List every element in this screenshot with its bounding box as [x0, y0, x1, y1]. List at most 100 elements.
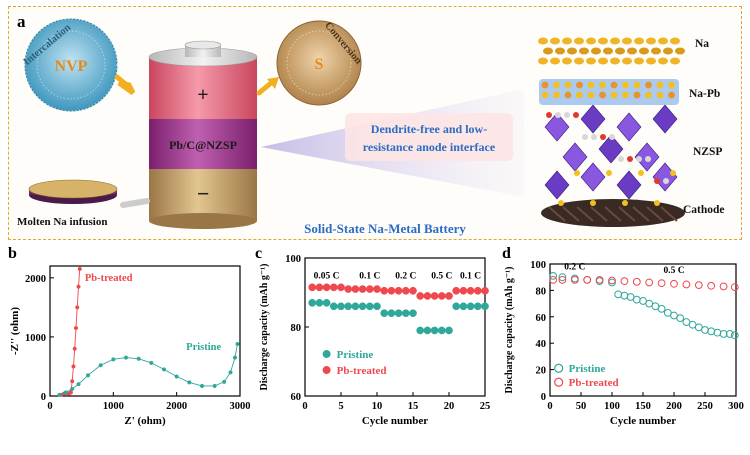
data-point: [380, 286, 389, 295]
y-axis-label: -Z'' (ohm): [9, 307, 21, 355]
nvp-label: NVP: [55, 58, 88, 75]
x-tick-label: 5: [338, 401, 343, 412]
data-point: [70, 386, 75, 391]
napb-atom: [645, 81, 652, 89]
na-atom: [675, 47, 685, 55]
y-tick-label: 0: [41, 392, 46, 403]
na-atom: [591, 47, 601, 55]
data-point: [570, 275, 579, 284]
data-point: [676, 314, 685, 323]
data-point: [228, 370, 233, 375]
nzsp-atom: [564, 112, 570, 118]
data-point: [416, 292, 425, 300]
x-tick-label: 10: [372, 401, 383, 412]
data-point: [452, 302, 461, 311]
cycling-chart: d 0 50 100 150 200 250 300 0 20 40 60 80 100 Cycle num…: [502, 245, 744, 427]
nzsp-atom: [654, 178, 660, 184]
x-tick-label: 200: [666, 401, 682, 412]
positive-sign: +: [197, 84, 208, 106]
electrolyte-label: Pb/C@NZSP: [169, 138, 237, 152]
na-ion: [638, 170, 644, 176]
data-point: [174, 374, 179, 379]
x-tick-label: 0: [547, 401, 552, 412]
data-point: [632, 295, 641, 304]
na-ion: [606, 170, 612, 176]
na-atom: [663, 47, 673, 55]
nzsp-atom: [546, 112, 552, 118]
na-atom: [538, 37, 548, 45]
data-point: [76, 382, 81, 387]
data-point: [187, 380, 192, 385]
napb-atom: [553, 91, 560, 99]
data-point: [583, 275, 592, 284]
napb-atom: [668, 81, 675, 89]
data-point: [719, 330, 728, 338]
data-point: [620, 291, 629, 300]
panel-d: d 0 50 100 150 200 250 300 0 20 40 60 80 100 Cycle num…: [500, 244, 745, 450]
data-point: [76, 284, 81, 289]
data-point: [85, 373, 91, 378]
y-tick-label: 20: [536, 366, 547, 377]
data-point: [430, 326, 439, 335]
data-point: [466, 286, 475, 295]
data-point: [707, 281, 716, 290]
napb-atom: [622, 91, 629, 99]
data-point: [387, 309, 396, 318]
data-point: [466, 302, 475, 311]
interface-label-line1: Dendrite-free and low-: [371, 122, 487, 136]
data-point: [68, 390, 73, 395]
schematic-panel: a NVP Intercalation + Pb/C@NZSP −: [8, 6, 742, 240]
data-point: [401, 286, 410, 295]
na-atom: [639, 47, 649, 55]
data-point: [730, 283, 739, 291]
napb-atom: [576, 91, 583, 99]
na-ion: [654, 200, 660, 206]
napb-atom: [576, 81, 583, 89]
na-atom: [651, 47, 661, 55]
y-tick-label: 60: [291, 392, 302, 403]
x-axis-label: Cycle number: [610, 415, 676, 427]
layer-label-nzsp: NZSP: [693, 146, 722, 158]
x-tick-label: 1000: [103, 401, 124, 412]
napb-atom: [553, 81, 560, 89]
na-atom: [579, 47, 589, 55]
nzsp-atom: [555, 112, 561, 118]
data-point: [459, 302, 468, 311]
data-point: [473, 302, 482, 311]
data-point: [445, 326, 453, 335]
rate-label: 0.1 C: [460, 272, 481, 282]
na-ion: [622, 200, 628, 206]
data-point: [645, 278, 654, 287]
data-point: [387, 286, 396, 295]
data-point: [136, 356, 141, 361]
na-atom: [622, 37, 632, 45]
nzsp-polyhedron: [652, 104, 678, 134]
napb-band: [539, 79, 679, 105]
cathode-fiber: [576, 206, 594, 222]
na-ion: [558, 200, 564, 206]
data-point: [149, 360, 154, 365]
data-point: [481, 286, 489, 295]
data-point: [401, 309, 410, 318]
data-point: [212, 383, 217, 389]
rate-label: 0.2 C: [564, 262, 585, 272]
nzsp-atom: [609, 134, 615, 140]
data-point: [423, 292, 432, 300]
x-tick-label: 0: [47, 401, 52, 412]
rate-chart: c 0 5 10 15 20 25 60 80 100 Cycle number Discharge …: [255, 245, 491, 427]
data-point: [63, 390, 68, 395]
annotation-pb-treated: Pb-treated: [85, 273, 133, 284]
x-tick-label: 300: [728, 401, 744, 412]
nzsp-atom: [591, 134, 597, 140]
data-point: [614, 290, 623, 299]
x-tick-label: 25: [480, 401, 491, 412]
napb-atom: [610, 91, 618, 99]
na-atom: [646, 57, 656, 65]
na-atom: [574, 57, 584, 65]
data-point: [344, 285, 353, 293]
napb-atom: [633, 81, 641, 89]
nzsp-atom: [582, 134, 588, 140]
napb-atom: [541, 91, 549, 99]
data-point: [351, 285, 360, 293]
data-point: [72, 346, 77, 351]
